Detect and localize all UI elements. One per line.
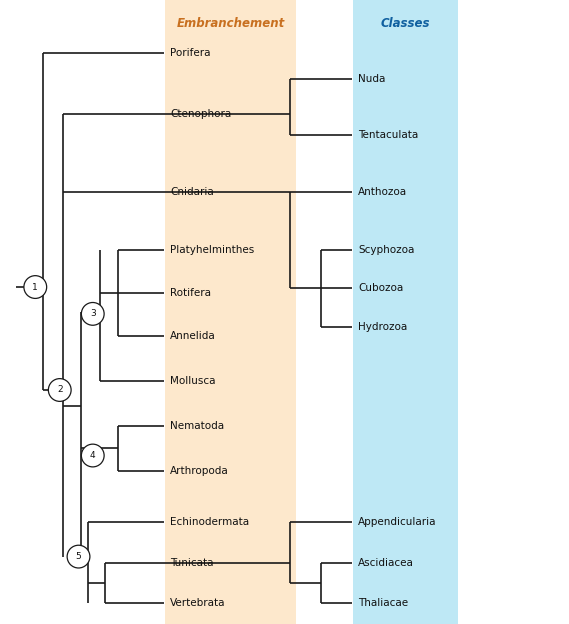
Text: 2: 2 — [57, 386, 63, 394]
Text: Echinodermata: Echinodermata — [170, 517, 249, 527]
Text: Cubozoa: Cubozoa — [358, 283, 403, 293]
Text: 4: 4 — [90, 451, 96, 460]
Text: Hydrozoa: Hydrozoa — [358, 322, 407, 332]
Text: Mollusca: Mollusca — [170, 376, 216, 386]
Text: Annelida: Annelida — [170, 331, 216, 341]
Text: Tunicata: Tunicata — [170, 558, 213, 568]
Text: Appendicularia: Appendicularia — [358, 517, 436, 527]
Text: Arthropoda: Arthropoda — [170, 466, 229, 476]
Text: Ascidiacea: Ascidiacea — [358, 558, 414, 568]
Text: Classes: Classes — [381, 17, 430, 31]
Ellipse shape — [24, 276, 47, 298]
Text: 5: 5 — [76, 552, 81, 561]
Text: Tentaculata: Tentaculata — [358, 130, 418, 140]
Text: Platyhelminthes: Platyhelminthes — [170, 245, 254, 255]
Text: 3: 3 — [90, 310, 96, 318]
Text: Porifera: Porifera — [170, 48, 211, 58]
Text: 1: 1 — [32, 283, 38, 291]
Text: Ctenophora: Ctenophora — [170, 109, 232, 119]
Bar — [165, 0, 296, 624]
Bar — [353, 0, 458, 624]
Text: Nuda: Nuda — [358, 74, 385, 84]
Ellipse shape — [67, 545, 90, 568]
Text: Vertebrata: Vertebrata — [170, 598, 226, 608]
Ellipse shape — [48, 379, 71, 401]
Ellipse shape — [81, 444, 104, 467]
Text: Rotifera: Rotifera — [170, 288, 211, 298]
Text: Nematoda: Nematoda — [170, 421, 224, 431]
Text: Anthozoa: Anthozoa — [358, 187, 407, 197]
Text: Embranchement: Embranchement — [176, 17, 284, 31]
Ellipse shape — [81, 303, 104, 325]
Text: Scyphozoa: Scyphozoa — [358, 245, 414, 255]
Text: Cnidaria: Cnidaria — [170, 187, 214, 197]
Text: Thaliacae: Thaliacae — [358, 598, 408, 608]
